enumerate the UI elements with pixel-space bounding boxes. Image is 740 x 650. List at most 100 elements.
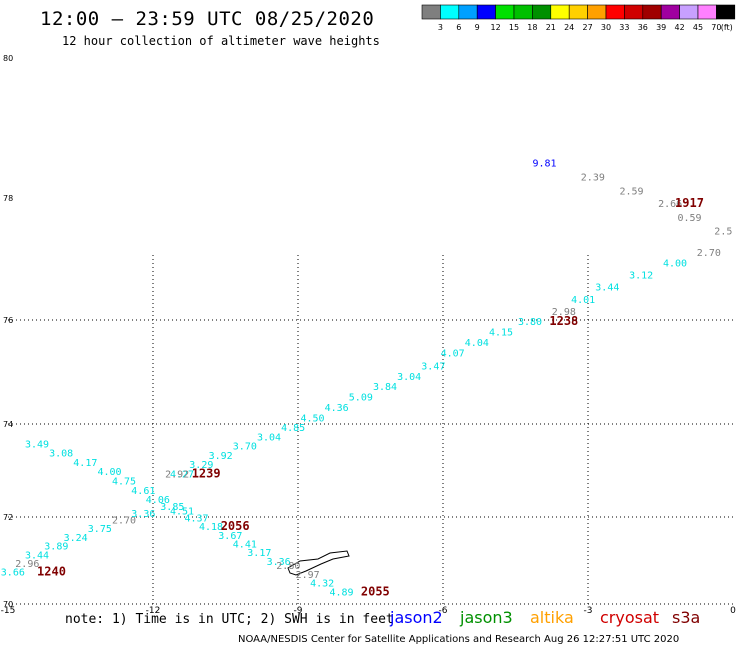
lon-tick-label: -12 xyxy=(146,606,161,616)
lon-tick-label: -3 xyxy=(584,606,593,616)
legend-swatch xyxy=(716,4,736,20)
wave-height-label: 3.80 xyxy=(518,317,542,328)
wave-height-label: 4.00 xyxy=(97,467,121,478)
wave-height-label: 4.07 xyxy=(441,348,465,359)
wave-height-label: 3.70 xyxy=(233,442,257,453)
lon-tick-label: -15 xyxy=(1,606,16,616)
lat-tick-label: 76 xyxy=(3,316,13,325)
pass-time-label: 1239 xyxy=(192,466,221,480)
legend-label: 70 xyxy=(711,23,721,32)
wave-height-label: 3.84 xyxy=(373,382,397,393)
wave-height-label: 4.89 xyxy=(329,587,353,598)
wave-height-label: 3.49 xyxy=(25,439,49,450)
wave-height-label: 0.59 xyxy=(677,213,701,224)
wave-height-label: 2.80 xyxy=(276,561,300,572)
lat-tick-label: 72 xyxy=(3,513,13,522)
lon-tick-label: -9 xyxy=(294,606,303,616)
wave-height-label: 4.18 xyxy=(199,522,223,533)
wave-height-label: 2.5 xyxy=(714,227,732,238)
wave-height-label: 3.75 xyxy=(88,524,112,535)
wave-height-label: 3.89 xyxy=(44,542,68,553)
wave-height-label: 3.29 xyxy=(189,460,213,471)
legend-label: 42 xyxy=(675,23,685,32)
color-legend: 3 6 9 12 15 18 21 24 27 30 33 36 39 42 45 70 (ft) xyxy=(421,4,736,32)
wave-height-label: 3.67 xyxy=(218,531,242,542)
wave-height-label: 4.85 xyxy=(281,423,305,434)
wave-height-label: 2.97 xyxy=(296,570,320,581)
legend-label: 24 xyxy=(564,23,574,32)
wave-height-label: 3.66 xyxy=(1,568,25,579)
wave-height-label: 3.12 xyxy=(629,271,653,282)
wave-height-label: 3.47 xyxy=(421,361,445,372)
credit-line: NOAA/NESDIS Center for Satellite Applica… xyxy=(238,634,680,645)
legend-label: 3 xyxy=(438,23,443,32)
lat-tick-label: 80 xyxy=(3,54,13,63)
pass-time-label: 2056 xyxy=(221,519,250,533)
wave-height-label: 9.81 xyxy=(532,159,556,170)
page-title: 12:00 — 23:59 UTC 08/25/2020 xyxy=(40,8,375,30)
wave-height-label: 4.01 xyxy=(571,295,595,306)
wave-height-label: 4.75 xyxy=(112,476,136,487)
wave-height-label: 4.15 xyxy=(489,328,513,339)
wave-height-label: 3.08 xyxy=(49,449,73,460)
wave-height-label: 4.61 xyxy=(131,486,155,497)
pass-time-label: 1917 xyxy=(675,196,704,210)
page-subtitle: 12 hour collection of altimeter wave hei… xyxy=(62,34,380,48)
lon-tick-label: 0 xyxy=(730,606,736,616)
wave-height-label: 4.17 xyxy=(73,458,97,469)
legend-label: 15 xyxy=(509,23,519,32)
wave-height-label: 4.27 xyxy=(170,469,194,480)
legend-label: 21 xyxy=(546,23,556,32)
legend-label: 27 xyxy=(583,23,593,32)
wave-height-label: 3.36 xyxy=(131,509,155,520)
wave-height-label: 3.04 xyxy=(257,432,281,443)
wave-height-label: 4.06 xyxy=(146,495,170,506)
legend-label: 39 xyxy=(656,23,666,32)
legend-label: 33 xyxy=(619,23,629,32)
wave-height-label: 5.09 xyxy=(349,393,373,404)
wave-height-label: 3.85 xyxy=(160,502,184,513)
pass-time-label: 2055 xyxy=(361,584,390,598)
wave-height-label: 3.44 xyxy=(595,283,619,294)
wave-height-label: 2.59 xyxy=(619,187,643,198)
satellite-cryosat: cryosat xyxy=(600,608,660,627)
legend-label: 45 xyxy=(693,23,703,32)
wave-height-label: 2.98 xyxy=(552,307,576,318)
legend-label: 36 xyxy=(638,23,648,32)
wave-height-label: 3.04 xyxy=(397,372,421,383)
satellite-jason3: jason3 xyxy=(460,608,513,627)
wave-height-label: 2.66 xyxy=(658,199,682,210)
wave-height-label: 2.39 xyxy=(581,173,605,184)
satellite-s3a: s3a xyxy=(672,608,701,627)
wave-height-label: 3.36 xyxy=(267,557,291,568)
legend-label: 9 xyxy=(475,23,480,32)
island-outline xyxy=(287,550,350,576)
legend-label: 6 xyxy=(456,23,461,32)
satellite-altika: altika xyxy=(530,608,574,627)
wave-height-label: 4.36 xyxy=(325,403,349,414)
lat-tick-label: 78 xyxy=(3,194,13,203)
wave-height-label: 4.32 xyxy=(310,579,334,590)
legend-unit: (ft) xyxy=(721,23,733,32)
legend-label: 18 xyxy=(527,23,537,32)
wave-height-label: 3.24 xyxy=(64,533,88,544)
footer-note: note: 1) Time is in UTC; 2) SWH is in fe… xyxy=(65,612,394,627)
wave-height-label: 4.04 xyxy=(465,338,489,349)
legend-label: 12 xyxy=(491,23,501,32)
wave-height-label: 4.37 xyxy=(184,513,208,524)
satellite-jason2: jason2 xyxy=(390,608,443,627)
pass-time-label: 1238 xyxy=(549,314,578,328)
wave-height-label: 3.17 xyxy=(247,548,271,559)
wave-height-label: 2.92 xyxy=(165,469,189,480)
wave-height-label: 4.51 xyxy=(170,507,194,518)
wave-height-label: 4.50 xyxy=(300,413,324,424)
wave-height-label: 2.96 xyxy=(15,559,39,570)
wave-height-label: 2.70 xyxy=(112,516,136,527)
pass-time-label: 1240 xyxy=(37,565,66,579)
lat-tick-label: 74 xyxy=(3,420,13,429)
wave-height-label: 2.70 xyxy=(697,248,721,259)
wave-height-label: 4.41 xyxy=(233,539,257,550)
wave-height-label: 3.92 xyxy=(209,451,233,462)
legend-label: 30 xyxy=(601,23,611,32)
